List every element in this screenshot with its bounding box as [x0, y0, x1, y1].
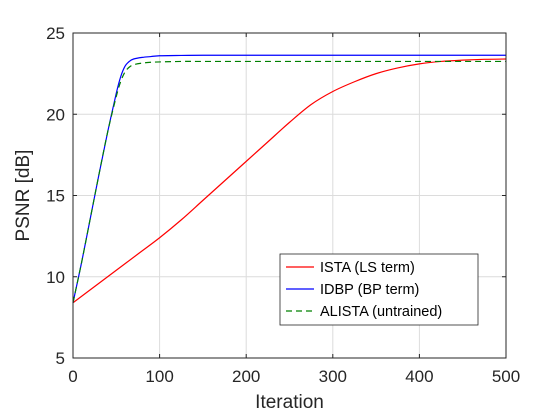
- series-line-3: [72, 60, 506, 303]
- legend: ISTA (LS term) IDBP (BP term) ALISTA (untr…: [279, 253, 479, 326]
- y-tick-label: 5: [56, 349, 65, 368]
- ticks: 0 100 200 300 400 500 5 10 15 20 25: [46, 24, 520, 386]
- plot-area: [72, 54, 507, 304]
- y-tick-label: 10: [46, 268, 65, 287]
- y-axis-label: PSNR [dB]: [13, 150, 34, 242]
- series-line-1: [72, 58, 507, 304]
- x-tick-label: 200: [232, 367, 260, 386]
- x-tick-label: 400: [405, 367, 433, 386]
- legend-entry: ISTA (LS term): [320, 260, 415, 276]
- x-tick-label: 500: [492, 367, 520, 386]
- y-tick-label: 25: [46, 24, 65, 43]
- x-tick-label: 0: [68, 367, 77, 386]
- x-tick-label: 300: [319, 367, 347, 386]
- legend-entry: IDBP (BP term): [320, 282, 419, 298]
- legend-entry: ALISTA (untrained): [320, 304, 442, 320]
- x-tick-label: 100: [145, 367, 173, 386]
- y-tick-label: 15: [46, 187, 65, 206]
- x-axis-label: Iteration: [255, 392, 324, 413]
- y-tick-label: 20: [46, 105, 65, 124]
